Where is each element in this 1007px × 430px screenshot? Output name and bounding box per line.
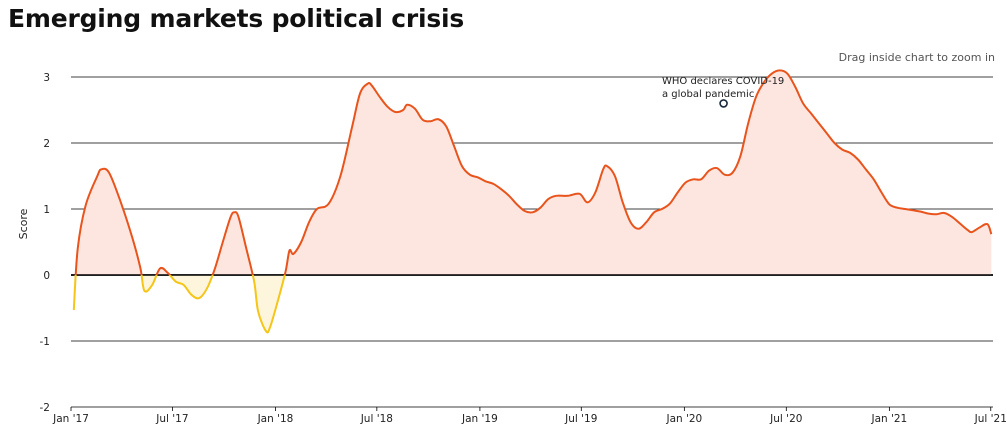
annotation-layer: WHO declares COVID-19 a global pandemic (662, 76, 784, 108)
y-tick-label: -1 (40, 336, 50, 348)
x-tick-label: Jul '19 (564, 413, 597, 425)
y-tick-label: 1 (43, 204, 50, 216)
y-axis-label: Score (17, 208, 30, 239)
annotation-marker[interactable] (719, 99, 728, 108)
y-tick-label: 0 (43, 270, 50, 282)
x-tick-label: Jan '17 (52, 413, 89, 425)
x-tick-label: Jan '19 (461, 413, 498, 425)
x-tick-label: Jan '20 (665, 413, 702, 425)
y-axis-ticks: 3 2 1 0 -1 -2 (40, 72, 50, 414)
annotation-text: a global pandemic (662, 89, 754, 100)
line-positive[interactable] (74, 69, 993, 332)
y-tick-label: 2 (43, 138, 50, 150)
chart-title: Emerging markets political crisis (8, 4, 465, 33)
series-line (72, 69, 993, 334)
annotation-text: WHO declares COVID-19 (662, 76, 784, 87)
y-tick-label: -2 (40, 402, 50, 414)
x-tick-label: Jul '20 (769, 413, 802, 425)
x-tick-label: Jul '17 (155, 413, 188, 425)
x-tick-label: Jan '21 (870, 413, 907, 425)
x-axis-ticks: Jan '17 Jul '17 Jan '18 Jul '18 Jan '19 Jul '… (52, 407, 1007, 425)
area-positive (73, 70, 992, 275)
x-tick-label: Jul '21 (974, 413, 1007, 425)
x-tick-label: Jul '18 (360, 413, 393, 425)
x-tick-label: Jan '18 (257, 413, 294, 425)
area-fill (71, 70, 993, 333)
zoom-hint: Drag inside chart to zoom in (838, 51, 995, 64)
y-tick-label: 3 (43, 72, 50, 84)
